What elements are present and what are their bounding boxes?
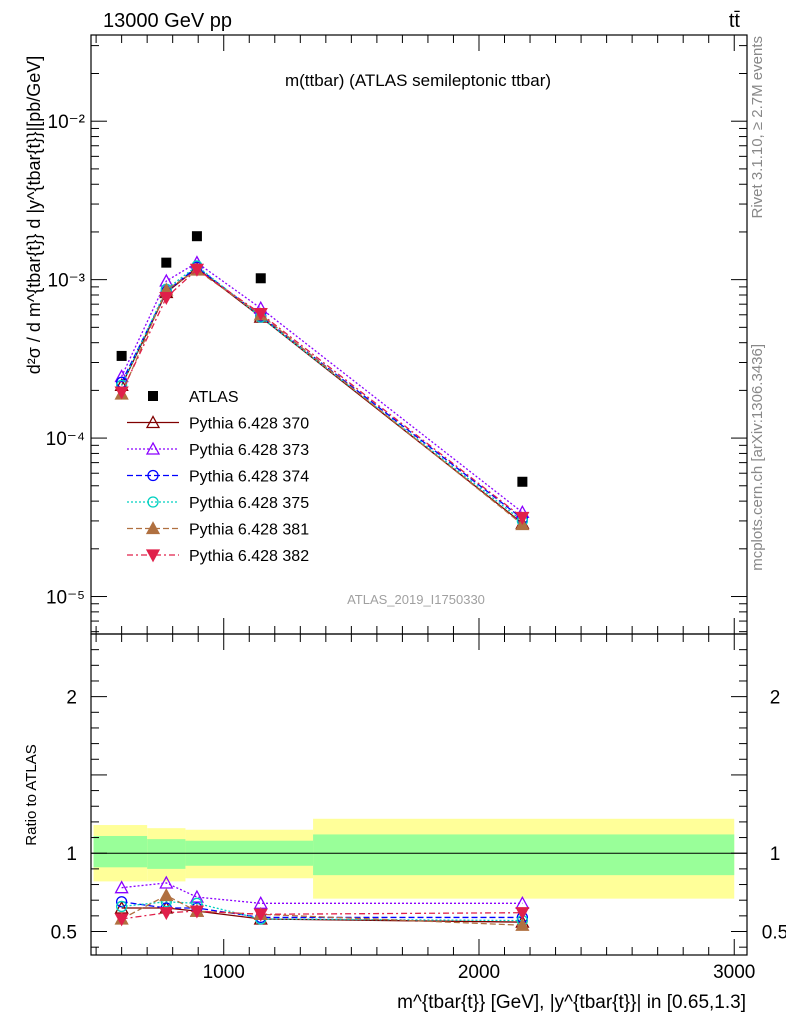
x-tick-label: 3000 [713, 962, 755, 983]
mc-marker [253, 895, 268, 909]
y-tick-label: 10⁻⁵ [46, 588, 85, 609]
uncertainty-band-inner [93, 835, 148, 868]
series-line-p374 [121, 266, 523, 520]
mc-marker [147, 469, 159, 482]
mc-marker [145, 549, 161, 563]
main-plot-axes: 10⁻⁵ 10⁻⁴ 10⁻³ 10⁻² [46, 34, 748, 955]
legend-label-p374: Pythia 6.428 374 [189, 469, 309, 486]
mcplots-label: mcplots.cern.ch [arXiv:1306.3436] [749, 344, 766, 571]
header-final-state-label: tt̄ [729, 10, 741, 32]
mc-marker [145, 521, 161, 535]
mc-marker [189, 263, 205, 277]
main-y-axis-label: d²σ / d m^{tbar{t}} d |y^{tbar{t}}|[pb/G… [24, 56, 44, 375]
mc-marker [115, 896, 128, 908]
atlas-data-point [148, 391, 158, 401]
mc-marker [159, 875, 174, 889]
y-tick-label: 10⁻³ [48, 271, 86, 292]
mc-marker [159, 907, 174, 921]
atlas-data-point [517, 476, 528, 487]
series-line-p373 [121, 261, 523, 513]
legend: ATLAS Pythia 6.428 370 Pythia 6.428 373 Pyt… [127, 389, 309, 565]
mc-marker [515, 511, 530, 525]
ratio-series [114, 875, 530, 931]
mc-marker [147, 496, 159, 508]
legend-label-p382: Pythia 6.428 382 [189, 548, 309, 565]
mc-marker [189, 889, 205, 903]
main-plot-frame [90, 34, 748, 635]
mc-marker [114, 913, 129, 927]
mc-marker [115, 900, 128, 913]
y-tick-label: 10⁻⁴ [46, 429, 85, 450]
ratio-y-tick-label-right: 2 [770, 688, 781, 709]
series-line-p381 [121, 269, 523, 525]
legend-label-atlas: ATLAS [189, 389, 239, 406]
ratio-y-tick-label-right: 0.5 [762, 923, 786, 944]
mc-marker [159, 888, 174, 902]
analysis-label: ATLAS_2019_I1750330 [347, 592, 485, 607]
mc-marker [145, 441, 161, 455]
ratio-plot-axes: 1000 2000 3000 0.5 0.5 1 1 2 2 [51, 633, 786, 983]
uncertainty-band-inner [313, 834, 735, 876]
series-line-p375 [121, 265, 523, 522]
ratio-y-tick-label: 0.5 [51, 923, 77, 944]
ratio-y-axis-label: Ratio to ATLAS [23, 744, 40, 845]
atlas-data-point [255, 273, 266, 284]
ratio-y-tick-label-right: 1 [770, 844, 781, 865]
header-process-label: 13000 GeV pp [103, 10, 232, 32]
ratio-line-p375 [121, 901, 523, 922]
ratio-line-p373 [121, 882, 523, 904]
mc-marker [145, 415, 161, 429]
ratio-y-tick-label: 1 [66, 844, 77, 865]
legend-label-p375: Pythia 6.428 375 [189, 495, 309, 512]
rivet-version-label: Rivet 3.1.10, ≥ 2.7M events [749, 36, 766, 219]
chart-title: m(ttbar) (ATLAS semileptonic ttbar) [285, 71, 551, 90]
ratio-y-tick-label: 2 [66, 688, 77, 709]
mc-marker [114, 880, 129, 894]
legend-label-p381: Pythia 6.428 381 [189, 522, 309, 539]
mc-marker [159, 291, 174, 305]
series-line-p382 [121, 268, 523, 519]
uncertainty-band-inner [147, 839, 186, 869]
series-line-p370 [121, 267, 523, 524]
mc-marker [253, 908, 268, 922]
x-tick-label: 2000 [458, 962, 500, 983]
mc-marker [253, 308, 268, 322]
ratio-line-p370 [121, 907, 523, 923]
atlas-data-point [191, 231, 202, 242]
y-tick-label: 10⁻² [48, 112, 86, 133]
mc-marker [189, 905, 205, 919]
ratio-plot-frame [90, 633, 748, 956]
atlas-data-point [116, 350, 127, 361]
legend-label-p373: Pythia 6.428 373 [189, 442, 309, 459]
mc-marker [515, 917, 530, 931]
atlas-data-point [161, 257, 172, 268]
mc-marker [515, 907, 530, 921]
main-series [114, 231, 530, 531]
mc-marker [114, 386, 129, 400]
legend-label-p370: Pythia 6.428 370 [189, 416, 309, 433]
x-axis-label: m^{tbar{t}} [GeV], |y^{tbar{t}}| in [0.6… [397, 992, 746, 1013]
x-tick-label: 1000 [203, 962, 245, 983]
